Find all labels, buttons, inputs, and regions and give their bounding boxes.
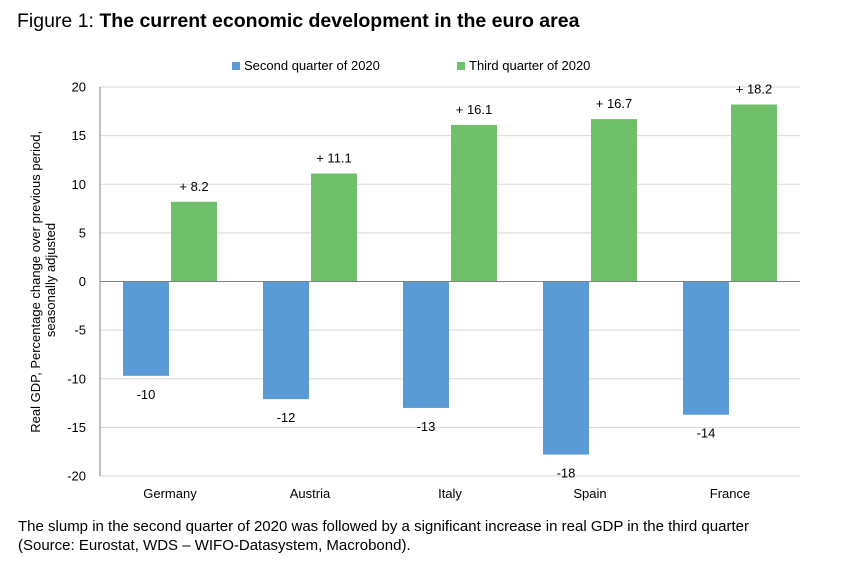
data-label: -10	[137, 387, 156, 402]
y-tick-label: -5	[74, 323, 86, 338]
data-labels: -10 + 8.2 -12 + 11.1 -13 + 16.1 -18 + 16.7 -14 + …	[137, 82, 773, 481]
legend-label-q3: Third quarter of 2020	[469, 58, 591, 73]
legend: Second quarter of 2020 Third quarter of …	[0, 58, 860, 78]
bar-q3-austria	[311, 173, 357, 282]
y-tick-label: 0	[79, 274, 86, 289]
data-label: + 18.2	[736, 82, 773, 97]
bar-q3-germany	[171, 201, 217, 282]
legend-label-q2: Second quarter of 2020	[244, 58, 380, 73]
bar-q3-spain	[591, 119, 637, 282]
bar-q2-france	[683, 281, 729, 415]
x-tick-label: France	[710, 486, 750, 501]
legend-swatch-q2	[232, 61, 240, 70]
y-axis-label-line-1: Real GDP, Percentage change over previou…	[28, 131, 43, 433]
data-label: -12	[277, 410, 296, 425]
data-label: -14	[697, 426, 716, 441]
y-tick-label: -20	[67, 469, 86, 484]
data-label: + 8.2	[179, 179, 208, 194]
bar-q3-italy	[451, 124, 497, 282]
bar-chart: 20 15 10 5 0 -5 -10 -15 -20 Germany Austria Italy Sp…	[28, 80, 800, 501]
y-tick-label: 15	[72, 128, 86, 143]
bar-q2-spain	[543, 281, 589, 455]
y-axis-label-line-2: seasonally adjusted	[43, 223, 58, 337]
x-tick-label: Austria	[290, 486, 331, 501]
bars	[123, 104, 777, 455]
y-axis-label: Real GDP, Percentage change over previou…	[28, 127, 58, 432]
data-label: -18	[557, 466, 576, 481]
axes: 20 15 10 5 0 -5 -10 -15 -20 Germany Austria Italy Sp…	[67, 80, 800, 501]
y-tick-label: 20	[72, 80, 86, 95]
bar-q3-france	[731, 104, 777, 282]
bar-q2-italy	[403, 281, 449, 408]
bar-q2-germany	[123, 281, 169, 376]
y-tick-label: -15	[67, 420, 86, 435]
y-tick-label: 5	[79, 225, 86, 240]
y-tick-label: 10	[72, 177, 86, 192]
figure-title: The current economic development in the …	[99, 10, 580, 32]
bar-q2-austria	[263, 281, 309, 400]
caption-line-1: The slump in the second quarter of 2020 …	[18, 518, 749, 535]
data-label: + 16.1	[456, 102, 493, 117]
chart-title: Figure 1: The current economic developme…	[17, 10, 579, 33]
y-tick-label: -10	[67, 371, 86, 386]
x-tick-label: Spain	[573, 486, 606, 501]
legend-item-q3: Third quarter of 2020	[457, 58, 590, 73]
figure-number: Figure 1:	[17, 10, 100, 32]
data-label: -13	[417, 419, 436, 434]
figure-caption: The slump in the second quarter of 2020 …	[18, 517, 858, 555]
x-tick-label: Italy	[438, 486, 462, 501]
legend-item-q2: Second quarter of 2020	[232, 58, 380, 73]
caption-line-2: (Source: Eurostat, WDS – WIFO-Datasystem…	[18, 537, 411, 554]
legend-swatch-q3	[457, 61, 465, 70]
data-label: + 16.7	[596, 96, 633, 111]
x-tick-label: Germany	[143, 486, 197, 501]
data-label: + 11.1	[316, 151, 352, 166]
